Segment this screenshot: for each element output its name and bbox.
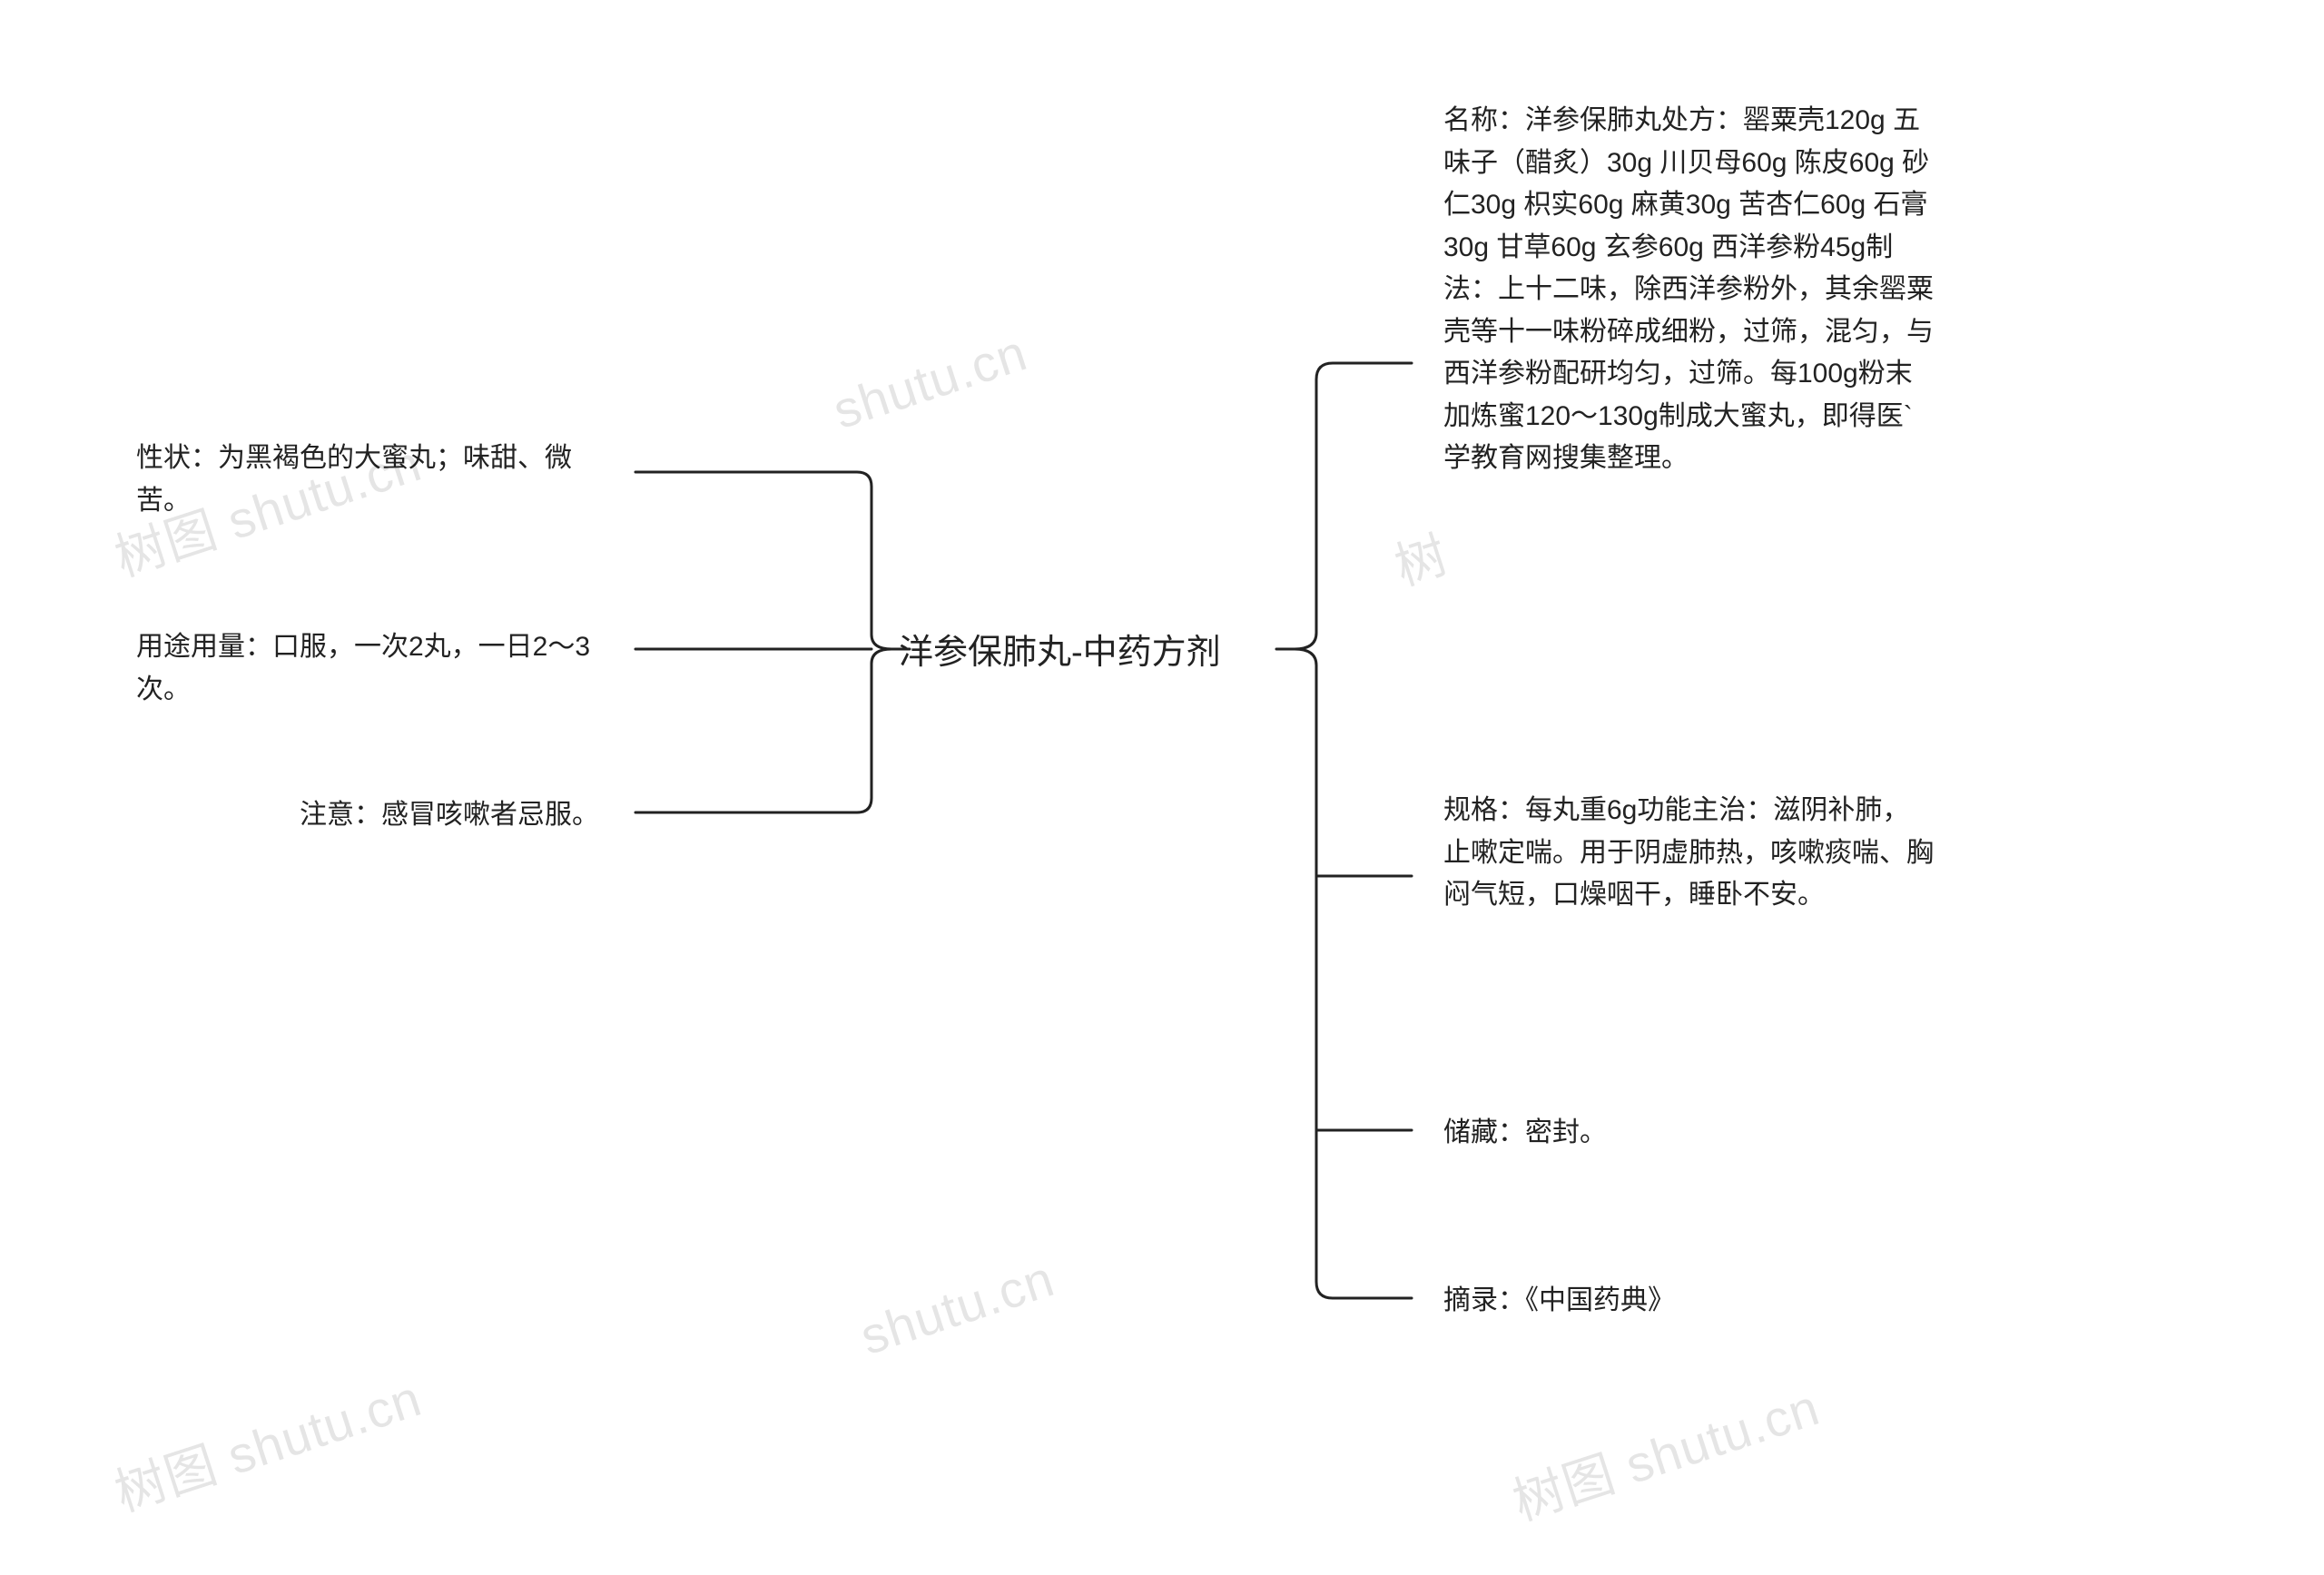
watermark-1: shutu.cn [826,322,1034,440]
right-node-3: 摘录：《中国药典》 [1443,1280,1934,1323]
right-node-2: 储藏：密封。 [1443,1112,1934,1155]
right-bracket [1276,363,1412,1298]
right-node-0: 名称：洋参保肺丸处方：罂粟壳120g 五味子（醋炙）30g 川贝母60g 陈皮6… [1443,100,1934,480]
connector-layer [0,0,2324,1575]
watermark-4: shutu.cn [853,1248,1061,1366]
right-node-1: 规格：每丸重6g功能主治：滋阴补肺，止嗽定喘。用于阴虚肺热，咳嗽痰喘、胸闷气短，… [1443,790,1934,917]
left-bracket [635,472,910,812]
watermark-2: 树 [1384,514,1456,600]
center-node: 洋参保肺丸-中药方剂 [899,626,1221,680]
watermark-5: 树图 shutu.cn [1502,1367,1827,1535]
left-node-0: 性状：为黑褐色的大蜜丸；味甜、微苦。 [136,438,599,522]
left-node-2: 注意：感冒咳嗽者忌服。 [300,794,608,837]
watermark-3: 树图 shutu.cn [104,1358,429,1526]
left-node-1: 用途用量：口服，一次2丸，一日2～3次。 [136,626,599,711]
